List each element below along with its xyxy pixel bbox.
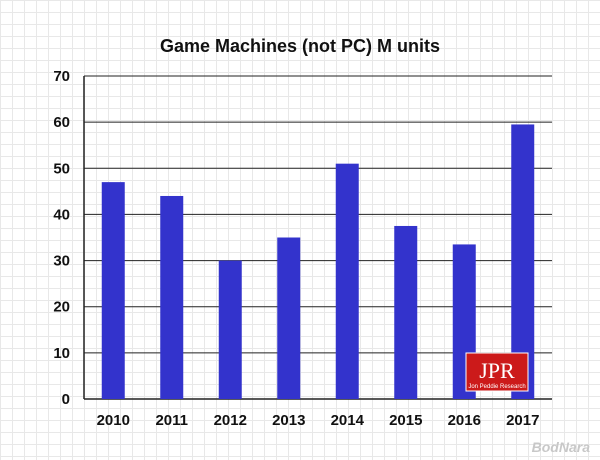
chart-title: Game Machines (not PC) M units [160,36,440,56]
bar [101,182,125,399]
x-tick-label: 2013 [272,412,305,429]
x-tick-label: 2014 [331,412,365,429]
x-tick-label: 2017 [506,412,539,429]
x-tick-label: 2016 [448,412,481,429]
x-tick-label: 2010 [97,412,130,429]
watermark: BodNara [532,439,591,455]
x-tick-label: 2015 [389,412,422,429]
y-tick-label: 60 [53,114,70,131]
jpr-logo-box [465,352,529,392]
bar [335,163,359,399]
x-tick-label: 2012 [214,412,247,429]
y-tick-label: 0 [62,391,70,408]
jpr-logo: JPR Jon Peddie Research [465,352,529,392]
bar [277,237,301,399]
bar [160,195,184,399]
y-tick-label: 30 [53,253,70,270]
bar [511,124,535,399]
bar [394,225,418,399]
bar [218,260,242,399]
y-tick-label: 50 [53,160,70,177]
y-tick-label: 10 [53,345,70,362]
x-tick-label: 2011 [155,412,188,429]
y-tick-label: 70 [53,68,70,85]
y-tick-label: 20 [53,299,70,316]
plot-area: 0 10 20 30 40 50 60 70 2010 2011 2012 2013 2014 2015 2… [53,68,552,429]
jpr-logo-subtext: Jon Peddie Research [468,384,525,390]
y-tick-label: 40 [53,206,70,223]
jpr-logo-text: JPR [479,358,515,383]
